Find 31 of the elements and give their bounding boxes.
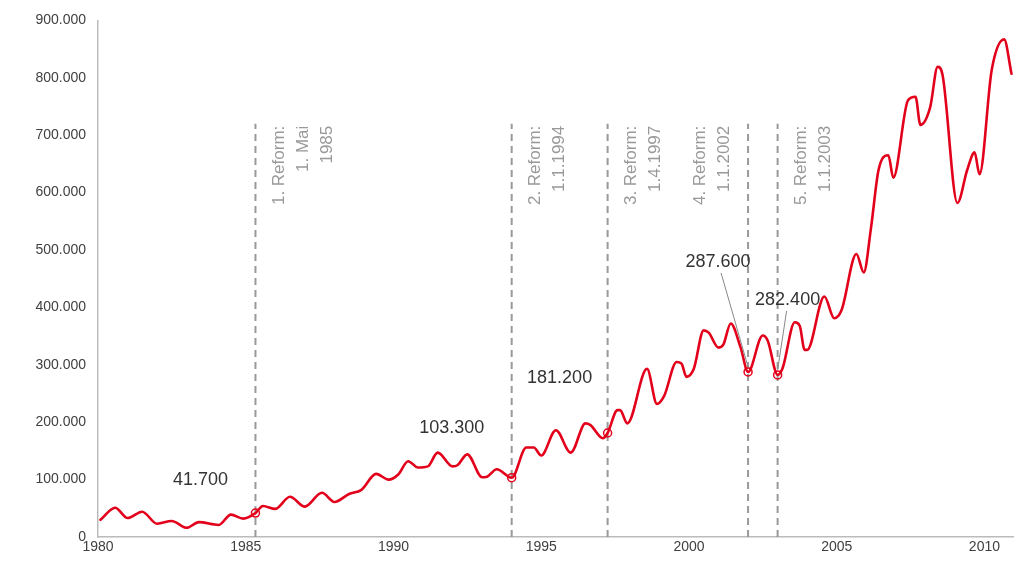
ref-line-label: 5. Reform: 1.1.2003 bbox=[791, 125, 835, 206]
x-tick-label: 2010 bbox=[968, 538, 1001, 555]
y-tick-label: 700.000 bbox=[35, 126, 87, 143]
y-tick-label: 500.000 bbox=[35, 240, 87, 257]
x-tick-label: 1990 bbox=[377, 538, 410, 555]
y-tick-label: 800.000 bbox=[35, 68, 87, 85]
ref-line-label: 2. Reform: 1.1.1994 bbox=[525, 125, 569, 206]
y-tick-label: 100.000 bbox=[35, 470, 87, 487]
x-tick-label: 1995 bbox=[525, 538, 558, 555]
x-tick-label: 2005 bbox=[821, 538, 853, 555]
annotation: 181.200 bbox=[527, 366, 593, 387]
point bbox=[772, 370, 783, 380]
annotation: 41.700 bbox=[172, 469, 228, 490]
y-tick-label: 400.000 bbox=[35, 298, 87, 315]
point bbox=[506, 472, 517, 483]
y-tick-label: 300.000 bbox=[35, 355, 87, 372]
line-series bbox=[99, 38, 1013, 530]
ref-line-label: 4. Reform: 1.1.2002 bbox=[689, 125, 733, 206]
y-tick-label: 600.000 bbox=[35, 183, 87, 200]
point bbox=[602, 428, 613, 438]
annotation: 287.600 bbox=[685, 250, 751, 271]
ref-line-label: 3. Reform: 1.4.1997 bbox=[621, 125, 665, 206]
annotation: 282.400 bbox=[755, 288, 821, 309]
ref-line-label: 1. Reform: 1. Mai 1985 bbox=[269, 125, 337, 206]
x-tick-label: 2000 bbox=[673, 538, 705, 555]
point bbox=[250, 508, 261, 518]
y-tick-label: 900.000 bbox=[35, 11, 87, 28]
annotation: 103.300 bbox=[419, 416, 485, 437]
point bbox=[743, 367, 753, 377]
x-tick-label: 1985 bbox=[230, 538, 262, 555]
y-tick-label: 200.000 bbox=[35, 413, 87, 430]
